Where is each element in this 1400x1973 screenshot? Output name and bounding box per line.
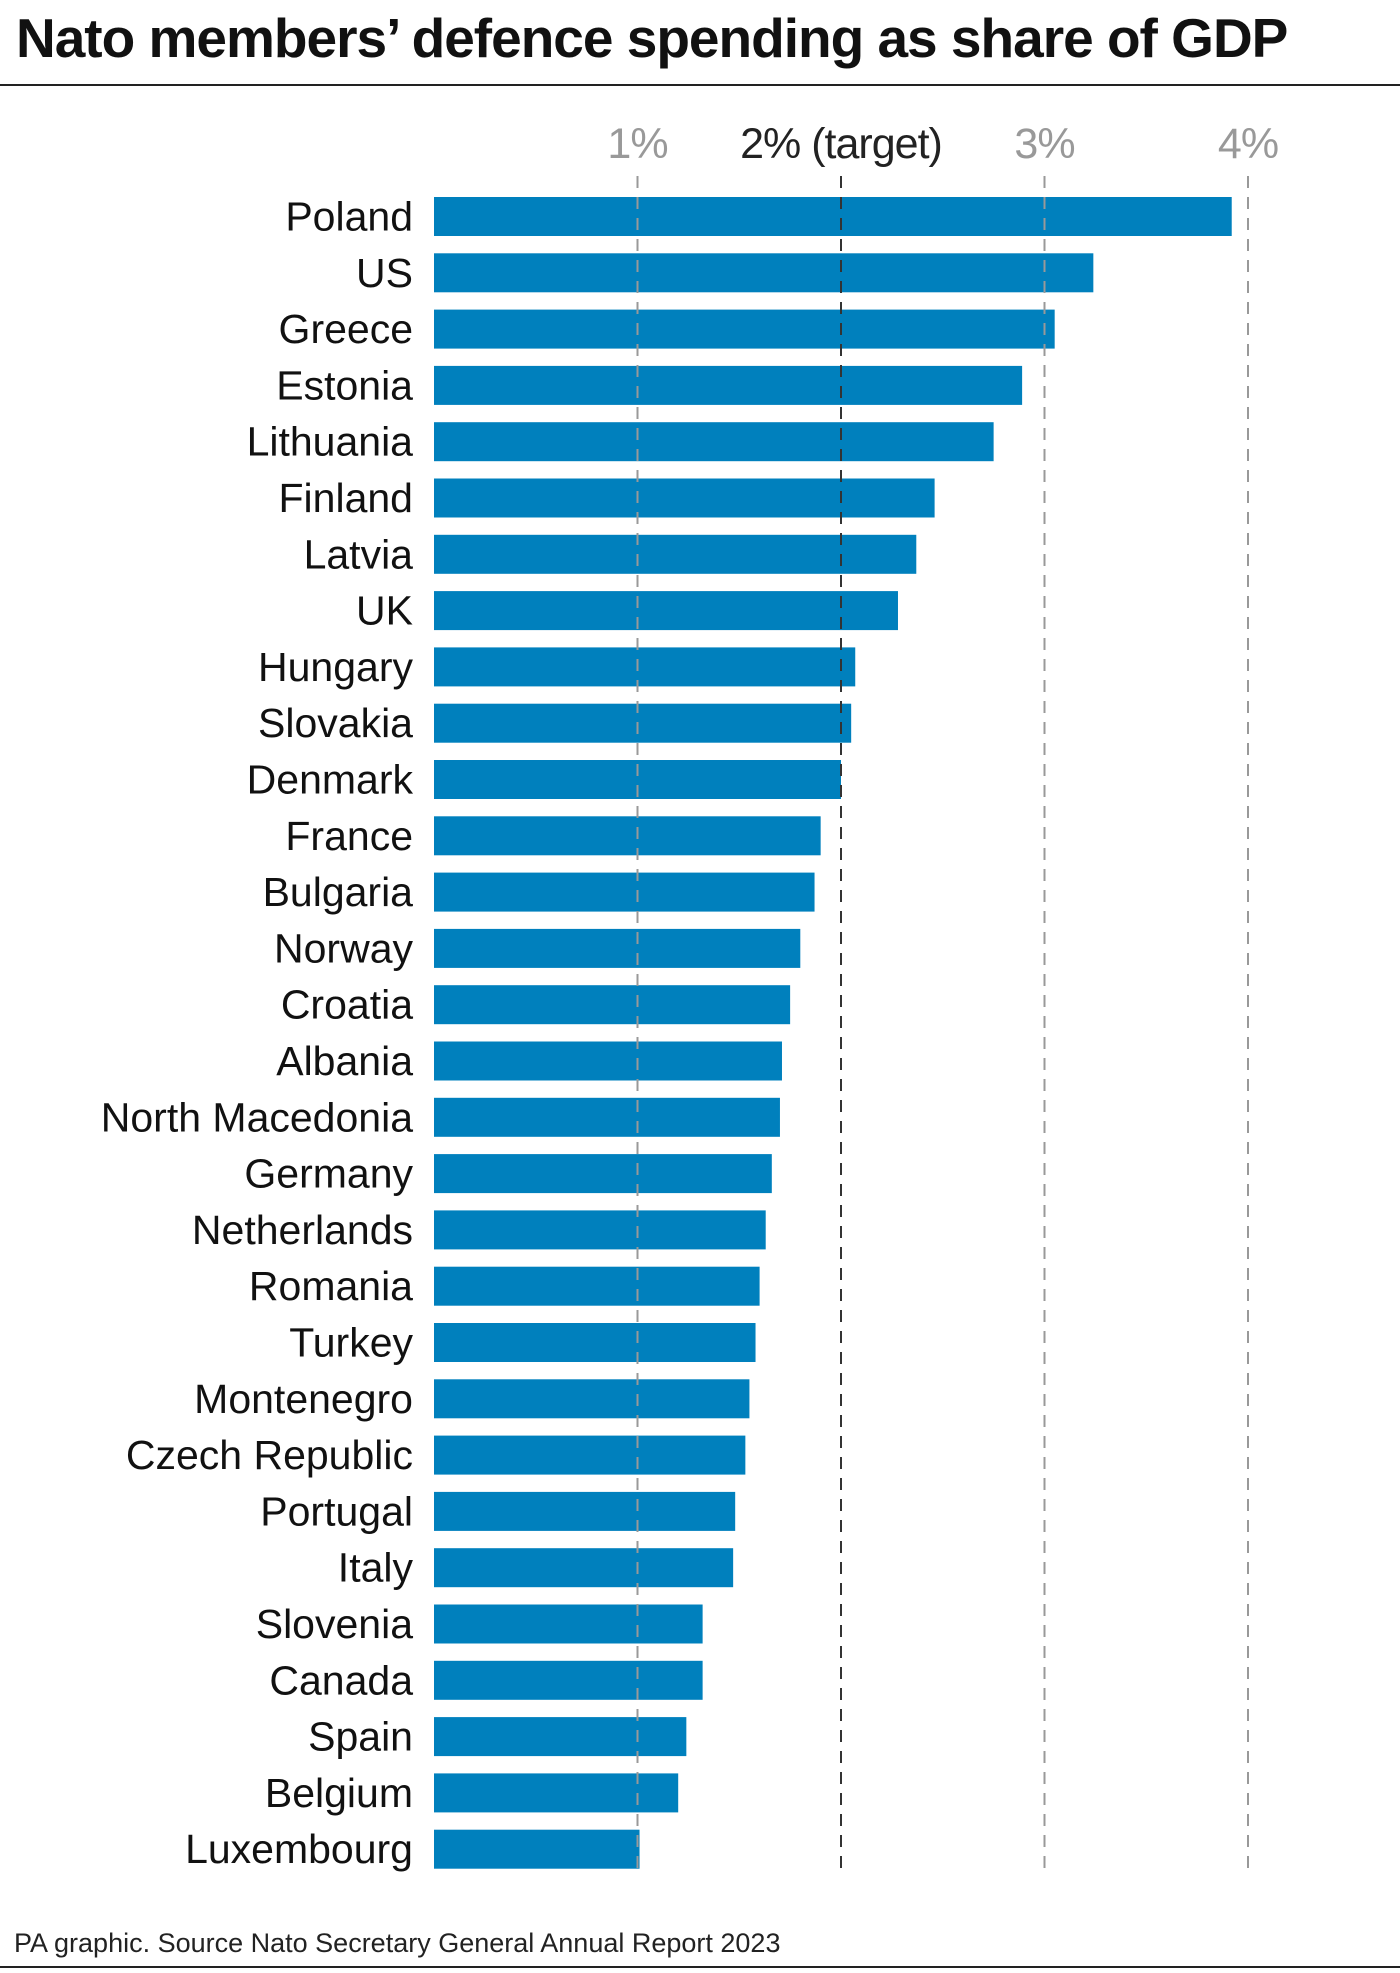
bar-finland: [434, 478, 935, 518]
bar-bulgaria: [434, 872, 815, 912]
bar-croatia: [434, 985, 791, 1025]
category-label: Albania: [276, 1038, 413, 1084]
tick-label: 1%: [607, 120, 667, 168]
bar-us: [434, 253, 1094, 293]
bar-netherlands: [434, 1210, 766, 1250]
category-label: Montenegro: [194, 1376, 413, 1422]
category-label: Bulgaria: [263, 869, 414, 915]
category-label: Slovakia: [258, 700, 413, 746]
source-note: PA graphic. Source Nato Secretary Genera…: [14, 1928, 781, 1958]
bar-luxembourg: [434, 1829, 640, 1869]
bar-romania: [434, 1266, 760, 1306]
bar-portugal: [434, 1491, 736, 1531]
category-label: Finland: [279, 475, 413, 521]
bar-lithuania: [434, 422, 994, 462]
tick-label: 4%: [1218, 120, 1278, 168]
category-label: Greece: [279, 306, 413, 352]
category-label: Czech Republic: [126, 1432, 413, 1478]
category-label: Belgium: [265, 1770, 413, 1816]
category-label: Hungary: [258, 644, 413, 690]
category-label: Spain: [308, 1714, 413, 1760]
bar-uk: [434, 591, 898, 631]
category-label: Canada: [269, 1657, 413, 1703]
category-label: Luxembourg: [185, 1826, 413, 1872]
category-label: Slovenia: [256, 1601, 413, 1647]
category-label: North Macedonia: [101, 1094, 413, 1140]
category-label: Germany: [244, 1151, 413, 1197]
bar-france: [434, 816, 821, 856]
bar-latvia: [434, 534, 917, 574]
bar-slovenia: [434, 1604, 703, 1644]
tick-label: 2% (target): [740, 120, 942, 168]
bar-slovakia: [434, 703, 852, 743]
category-label: Latvia: [304, 531, 414, 577]
category-label: UK: [356, 588, 413, 634]
category-label: Norway: [274, 925, 413, 971]
bar-italy: [434, 1548, 734, 1588]
category-label: Netherlands: [192, 1207, 413, 1253]
category-label: Estonia: [276, 362, 413, 408]
footer-divider: [0, 1966, 1400, 1968]
bar-albania: [434, 1041, 782, 1081]
tick-label: 3%: [1014, 120, 1074, 168]
category-label: Romania: [249, 1263, 413, 1309]
chart-title: Nato members’ defence spending as share …: [16, 7, 1288, 69]
bar-poland: [434, 197, 1232, 236]
bar-spain: [434, 1717, 687, 1757]
title-divider: [0, 84, 1400, 86]
category-label: France: [285, 813, 413, 859]
category-label: Lithuania: [247, 419, 414, 465]
category-label: Poland: [285, 194, 413, 240]
bar-germany: [434, 1154, 772, 1194]
bar-greece: [434, 309, 1055, 349]
category-label: Italy: [338, 1545, 414, 1591]
bar-estonia: [434, 365, 1023, 405]
category-label: Turkey: [289, 1320, 413, 1366]
category-label: Croatia: [281, 982, 413, 1028]
bar-belgium: [434, 1773, 679, 1813]
bar-turkey: [434, 1323, 756, 1362]
bar-hungary: [434, 647, 856, 687]
category-label: Portugal: [260, 1488, 413, 1534]
category-label: US: [356, 250, 413, 296]
bar-norway: [434, 928, 801, 968]
bar-north-macedonia: [434, 1097, 780, 1137]
bar-montenegro: [434, 1379, 750, 1419]
bar-canada: [434, 1660, 703, 1700]
category-label: Denmark: [247, 757, 414, 803]
bar-czech-republic: [434, 1435, 746, 1475]
